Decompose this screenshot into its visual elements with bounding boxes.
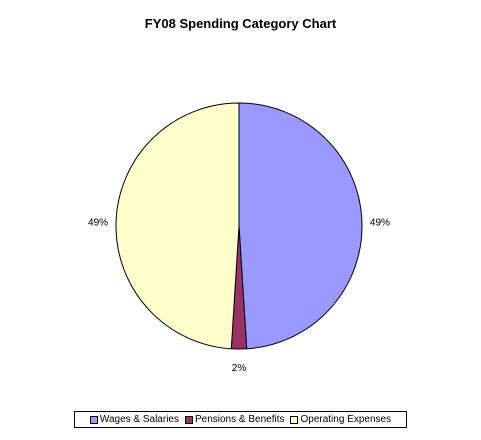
legend-item-wages: Wages & Salaries	[89, 414, 179, 425]
legend-label-pensions: Pensions & Benefits	[194, 414, 285, 425]
slice-wages-salaries	[238, 102, 363, 350]
legend-swatch-wages	[89, 415, 98, 424]
chart-title: FY08 Spending Category Chart	[144, 16, 337, 31]
label-operating-expenses: 49%	[88, 218, 108, 229]
legend-swatch-operating	[290, 415, 299, 424]
legend-label-wages: Wages & Salaries	[99, 414, 179, 425]
label-pensions-benefits: 2%	[232, 363, 247, 374]
legend-label-operating: Operating Expenses	[300, 414, 392, 425]
legend-item-pensions: Pensions & Benefits	[184, 414, 285, 425]
chart-legend: Wages & Salaries Pensions & Benefits Ope…	[74, 411, 407, 428]
label-wages-salaries: 49%	[370, 218, 390, 229]
legend-item-operating: Operating Expenses	[290, 414, 391, 425]
slice-operating-expenses	[115, 102, 240, 350]
legend-swatch-pensions	[184, 415, 193, 424]
